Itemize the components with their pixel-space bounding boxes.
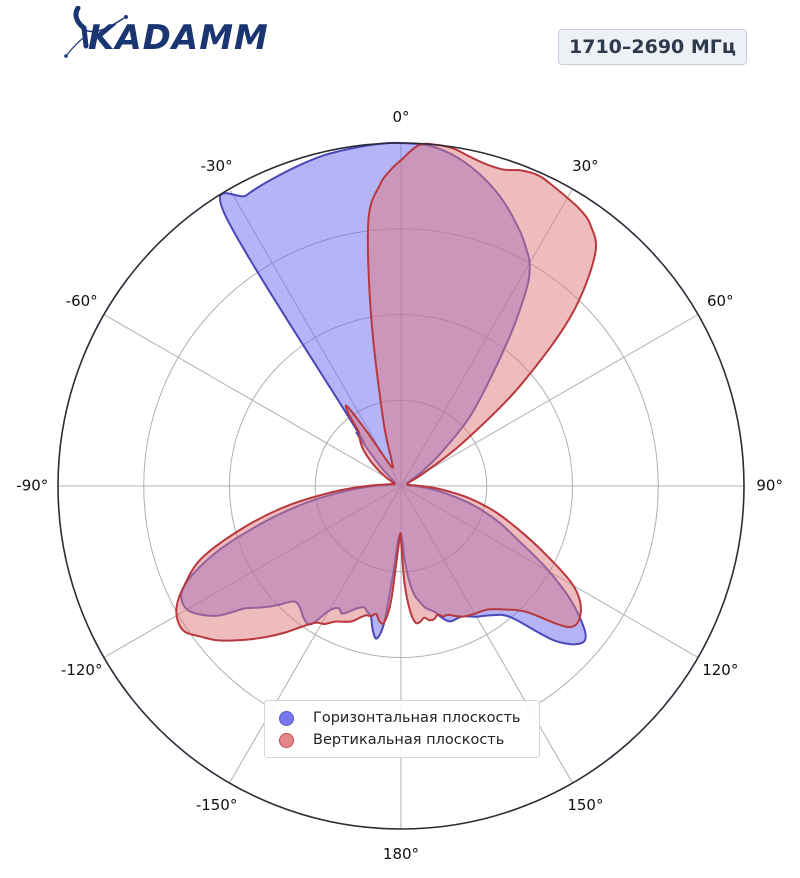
angular-tick-label-10: -60°	[66, 292, 98, 310]
angular-gridline-10	[103, 314, 402, 487]
legend-swatch-vertical	[279, 732, 294, 748]
legend-label-horizontal: Горизонтальная плоскость	[313, 710, 521, 726]
angular-tick-label-11: -30°	[201, 157, 233, 175]
angular-tick-label-3: 90°	[756, 477, 783, 495]
series-layer	[175, 141, 598, 646]
angular-tick-label-2: 60°	[707, 292, 734, 310]
angular-tick-label-7: -150°	[196, 796, 238, 814]
brand-logo	[62, 5, 268, 64]
chart-legend: Горизонтальная плоскость Вертикальная пл…	[264, 700, 540, 758]
legend-item-horizontal: Горизонтальная плоскость	[279, 708, 520, 728]
series-area-1	[175, 142, 598, 642]
polar-frame	[57, 142, 745, 830]
brand-logo-text: KADAMM	[88, 18, 269, 58]
angular-tick-label-5: 150°	[567, 796, 603, 814]
angular-tick-label-4: 120°	[702, 661, 738, 679]
legend-label-vertical: Вертикальная плоскость	[313, 732, 505, 748]
angular-tick-label-6: 180°	[383, 845, 419, 863]
angular-tick-label-0: 0°	[392, 108, 409, 126]
legend-item-vertical: Вертикальная плоскость	[279, 730, 504, 750]
frequency-badge: 1710–2690 МГц	[558, 29, 747, 65]
angular-tick-label-1: 30°	[572, 157, 599, 175]
angular-tick-labels: 0° 30° 60° 90° 120° 150° 180° -150° -120° -90° -60…	[16, 108, 783, 863]
angular-tick-label-9: -90°	[16, 477, 48, 495]
angular-gridline-2	[400, 314, 699, 487]
polar-outer-ring	[57, 142, 745, 830]
logo-mark-icon	[64, 5, 128, 58]
angular-tick-label-8: -120°	[61, 661, 103, 679]
legend-swatch-horizontal	[279, 710, 294, 726]
